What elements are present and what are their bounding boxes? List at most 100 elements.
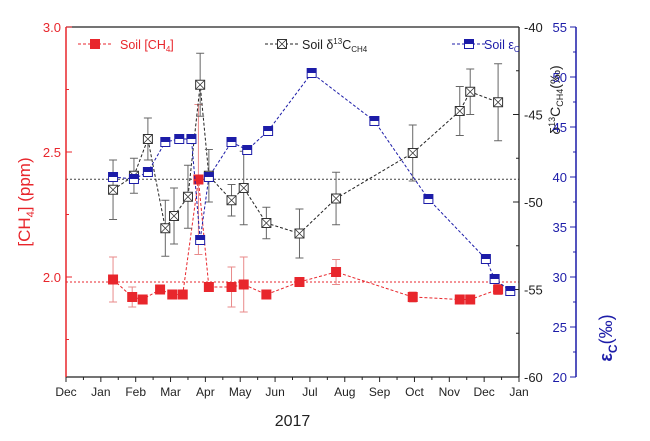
- epsilon-data-point: [226, 137, 237, 147]
- d13c-data-point: [261, 218, 272, 228]
- ch4-data-point: [155, 284, 166, 295]
- epsilon-data-point: [505, 286, 516, 296]
- x-tick-label: Feb: [125, 385, 146, 399]
- epsilon-tick-label: 45: [553, 120, 567, 135]
- ch4-data-point: [108, 274, 119, 285]
- epsilon-tick-label: 20: [553, 370, 567, 385]
- ch4-data-point: [193, 174, 204, 185]
- x-tick-label: Jul: [302, 385, 317, 399]
- d13c-data-point: [108, 184, 119, 195]
- d13c-axis-title: δ13CCH4(‰): [547, 65, 565, 134]
- series: [108, 52, 516, 313]
- legend-marker: [464, 39, 474, 49]
- d13c-data-point: [238, 183, 249, 193]
- series-d13c: [108, 52, 504, 259]
- x-tick-label: Mar: [160, 385, 181, 399]
- x-tick-label: Dec: [473, 385, 494, 399]
- d13c-data-point: [182, 191, 193, 202]
- x-axis-title: 2017: [275, 413, 311, 430]
- d13c-data-point: [465, 86, 476, 97]
- x-tick-label: Jun: [265, 385, 284, 399]
- x-tick-label: Jan: [509, 385, 528, 399]
- epsilon-data-point: [242, 145, 253, 155]
- d13c-data-point: [195, 79, 206, 90]
- ch4-tick-label: 2.0: [43, 270, 61, 285]
- epsilon-data-point: [369, 116, 380, 126]
- ch4-data-point: [177, 289, 188, 300]
- d13c-data-point: [331, 193, 342, 204]
- series-epsilon: [108, 68, 516, 296]
- ch4-data-point: [167, 289, 178, 300]
- d13c-data-point: [407, 148, 418, 158]
- d13c-tick-label: -45: [524, 108, 543, 123]
- d13c-data-point: [160, 223, 171, 234]
- epsilon-axis-title: εC(‰): [596, 314, 620, 361]
- epsilon-data-point: [174, 134, 185, 144]
- d13c-tick-label: -40: [524, 20, 543, 35]
- legend: Soil [CH4] Soil δ13CCH4 Soil εC: [78, 37, 520, 54]
- legend-label: Soil [CH4]: [120, 38, 174, 54]
- ch4-data-point: [407, 292, 418, 302]
- legend-item-d13c: Soil δ13CCH4: [265, 37, 368, 54]
- legend-marker: [90, 39, 100, 49]
- reference-lines: [66, 178, 519, 283]
- ch4-data-point: [226, 282, 237, 292]
- ch4-data-point: [493, 284, 504, 295]
- ch4-tick-label: 3.0: [43, 20, 61, 35]
- d13c-tick-label: -55: [524, 283, 543, 298]
- d13c-data-point: [454, 106, 465, 116]
- d13c-data-point: [142, 134, 153, 144]
- ch4-data-point: [127, 292, 138, 302]
- epsilon-data-point: [195, 235, 206, 245]
- ch4-axis-title: [CH4] (ppm): [15, 157, 37, 246]
- epsilon-tick-label: 35: [553, 220, 567, 235]
- d13c-tick-label: -60: [524, 370, 543, 385]
- legend-item-ch4: Soil [CH4]: [78, 38, 174, 54]
- ch4-data-point: [294, 277, 305, 287]
- d13c-tick-label: -50: [524, 195, 543, 210]
- epsilon-series-line: [112, 72, 511, 292]
- legend-label: Soil δ13CCH4: [302, 37, 368, 54]
- x-tick-label: Nov: [439, 385, 460, 399]
- epsilon-tick-label: 55: [553, 20, 567, 35]
- d13c-data-point: [226, 195, 237, 206]
- epsilon-data-point: [489, 274, 500, 284]
- ch4-data-point: [454, 294, 465, 305]
- ch4-data-point: [331, 267, 342, 277]
- epsilon-tick-label: 40: [553, 170, 567, 185]
- epsilon-tick-label: 50: [553, 70, 567, 85]
- d13c-data-point: [493, 97, 504, 108]
- epsilon-tick-label: 30: [553, 270, 567, 285]
- epsilon-data-point: [306, 68, 317, 78]
- ch4-data-point: [203, 282, 214, 292]
- d13c-data-point: [294, 228, 305, 239]
- x-tick-label: Apr: [196, 385, 215, 399]
- x-tick-label: Jan: [91, 385, 110, 399]
- epsilon-data-point: [108, 172, 119, 182]
- epsilon-data-point: [263, 126, 274, 136]
- epsilon-data-point: [160, 137, 171, 147]
- series-ch4: [108, 104, 504, 313]
- legend-item-epsilon: Soil εC: [452, 38, 520, 54]
- epsilon-tick-label: 25: [553, 320, 567, 335]
- ch4-data-point: [137, 294, 148, 305]
- epsilon-data-point: [203, 172, 214, 182]
- epsilon-data-point: [142, 167, 153, 177]
- x-tick-label: May: [229, 385, 252, 399]
- legend-marker: [277, 39, 287, 49]
- x-tick-label: Aug: [334, 385, 355, 399]
- epsilon-data-point: [423, 194, 434, 204]
- x-tick-label: Oct: [405, 385, 424, 399]
- x-tick-label: Sep: [369, 385, 391, 399]
- ch4-tick-label: 2.5: [43, 145, 61, 160]
- ch4-data-point: [465, 294, 476, 305]
- ch4-data-point: [238, 279, 249, 290]
- x-tick-label: Dec: [55, 385, 76, 399]
- ch4-data-point: [261, 289, 272, 300]
- d13c-data-point: [169, 211, 180, 221]
- axes: Dec Jan Feb Mar Apr May Jun Jul Aug Sep Oct Nov Dec J…: [15, 20, 620, 430]
- epsilon-data-point: [186, 134, 197, 144]
- epsilon-data-point: [128, 174, 139, 184]
- legend-label: Soil εC: [484, 38, 520, 54]
